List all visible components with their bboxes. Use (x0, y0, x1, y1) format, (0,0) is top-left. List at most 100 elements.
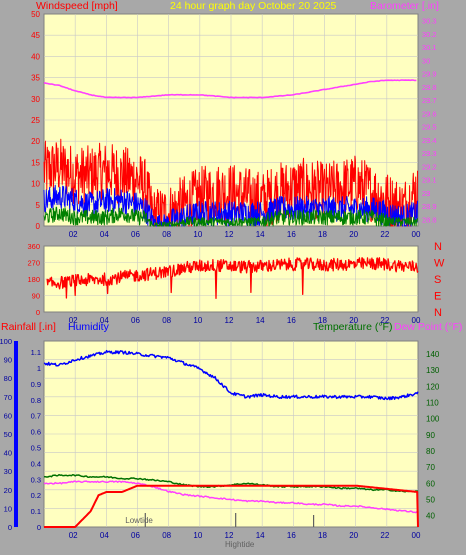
direction-tick-label: 0 (36, 308, 40, 317)
barometer-tick-label: 29 (422, 189, 430, 198)
series-dewpoint (43, 480, 419, 514)
wind-tick-label: 15 (31, 158, 40, 167)
direction-tick-label: 180 (27, 275, 40, 284)
humidity-tick-label: 10 (4, 504, 12, 513)
barometer-tick-label: 30.2 (422, 30, 437, 39)
compass-tick-label: S (434, 274, 441, 286)
x-tick-label: 20 (349, 316, 358, 325)
series-barometer (43, 79, 417, 99)
temperature-tick-label: 80 (426, 447, 435, 456)
barometer-tick-label: 29.2 (422, 162, 437, 171)
wind-tick-label: 35 (31, 74, 40, 83)
x-tick-label: 12 (225, 230, 234, 239)
temperature-tick-label: 70 (426, 463, 435, 472)
rainfall-tick-label: 1.1 (31, 348, 41, 357)
x-tick-label: 08 (162, 316, 171, 325)
x-tick-label: 08 (162, 230, 171, 239)
x-tick-label: 04 (100, 531, 109, 540)
barometer-tick-label: 30 (422, 56, 430, 65)
barometer-tick-label: 29.7 (422, 96, 437, 105)
barometer-tick-label: 29.5 (422, 123, 437, 132)
humidity-axis-title: Humidity (68, 321, 109, 333)
x-tick-label: 12 (225, 531, 234, 540)
temperature-tick-label: 130 (426, 366, 440, 375)
rainfall-tick-label: 0.5 (31, 444, 41, 453)
x-tick-label: 00 (412, 230, 421, 239)
wind-tick-label: 10 (31, 180, 40, 189)
x-tick-label: 08 (162, 531, 171, 540)
barometer-tick-label: 30.1 (422, 43, 437, 52)
temperature-tick-label: 140 (426, 350, 440, 359)
x-tick-label: 16 (287, 316, 296, 325)
hightide-label: Hightide (225, 540, 255, 549)
humidity-tick-label: 60 (4, 411, 12, 420)
rainfall-axis-title: Rainfall [.in] (1, 321, 56, 333)
x-tick-label: 06 (131, 316, 140, 325)
x-tick-label: 00 (412, 316, 421, 325)
wind-tick-label: 0 (36, 222, 41, 231)
barometer-tick-label: 29.1 (422, 176, 437, 185)
x-tick-label: 20 (349, 230, 358, 239)
series-humidity (43, 349, 419, 401)
compass-tick-label: N (434, 307, 442, 319)
x-tick-label: 14 (256, 230, 265, 239)
direction-tick-label: 360 (27, 242, 40, 251)
compass-tick-label: N (434, 241, 442, 253)
temperature-tick-label: 120 (426, 382, 440, 391)
rainfall-tick-label: 0.4 (31, 459, 41, 468)
wind-tick-label: 50 (31, 10, 40, 19)
wind-axis-title: Windspeed [mph] (36, 0, 118, 12)
barometer-tick-label: 28.9 (422, 202, 437, 211)
series-rain (43, 484, 419, 528)
rainfall-tick-label: 0.8 (31, 396, 41, 405)
x-tick-label: 12 (225, 316, 234, 325)
x-tick-label: 00 (412, 531, 421, 540)
series-wind_gust (43, 138, 418, 227)
x-tick-label: 02 (69, 230, 78, 239)
temperature-tick-label: 60 (426, 479, 435, 488)
x-tick-label: 16 (287, 230, 296, 239)
temperature-tick-label: 50 (426, 496, 435, 505)
barometer-tick-label: 29.4 (422, 136, 437, 145)
x-tick-label: 06 (131, 230, 140, 239)
barometer-axis-title: Barometer [.in] (370, 0, 439, 12)
x-tick-label: 18 (318, 316, 327, 325)
direction-tick-label: 270 (27, 259, 40, 268)
barometer-tick-label: 29.9 (422, 70, 437, 79)
humidity-tick-label: 50 (4, 430, 12, 439)
x-tick-label: 18 (318, 531, 327, 540)
rainfall-tick-label: 0.3 (31, 475, 41, 484)
humidity-tick-label: 20 (4, 486, 12, 495)
humidity-tick-label: 70 (4, 393, 12, 402)
x-tick-label: 10 (193, 230, 202, 239)
humidity-tick-label: 100 (0, 337, 12, 346)
compass-tick-label: W (434, 258, 445, 270)
humidity-tick-label: 30 (4, 467, 12, 476)
x-tick-label: 04 (100, 316, 109, 325)
barometer-tick-label: 30.3 (422, 17, 437, 26)
wind-tick-label: 45 (31, 31, 40, 40)
series-wind_avg (43, 184, 418, 227)
direction-tick-label: 90 (32, 292, 40, 301)
x-tick-label: 22 (380, 531, 389, 540)
x-tick-label: 14 (256, 531, 265, 540)
x-tick-label: 06 (131, 531, 140, 540)
x-tick-label: 10 (193, 531, 202, 540)
rainfall-tick-label: 0 (37, 523, 41, 532)
barometer-tick-label: 29.8 (422, 83, 437, 92)
x-tick-label: 02 (69, 531, 78, 540)
x-tick-label: 20 (349, 531, 358, 540)
wind-tick-label: 25 (31, 116, 40, 125)
humidity-axis-bar (14, 341, 18, 527)
series-wind_low (43, 206, 418, 227)
barometer-tick-label: 29.3 (422, 149, 437, 158)
temperature-axis-title: Temperature (°F) (313, 321, 393, 333)
x-tick-label: 04 (100, 230, 109, 239)
wind-tick-label: 40 (31, 52, 40, 61)
compass-tick-label: E (434, 291, 441, 303)
rainfall-tick-label: 0.7 (31, 412, 41, 421)
barometer-tick-label: 28.8 (422, 215, 437, 224)
temperature-tick-label: 110 (426, 398, 439, 407)
